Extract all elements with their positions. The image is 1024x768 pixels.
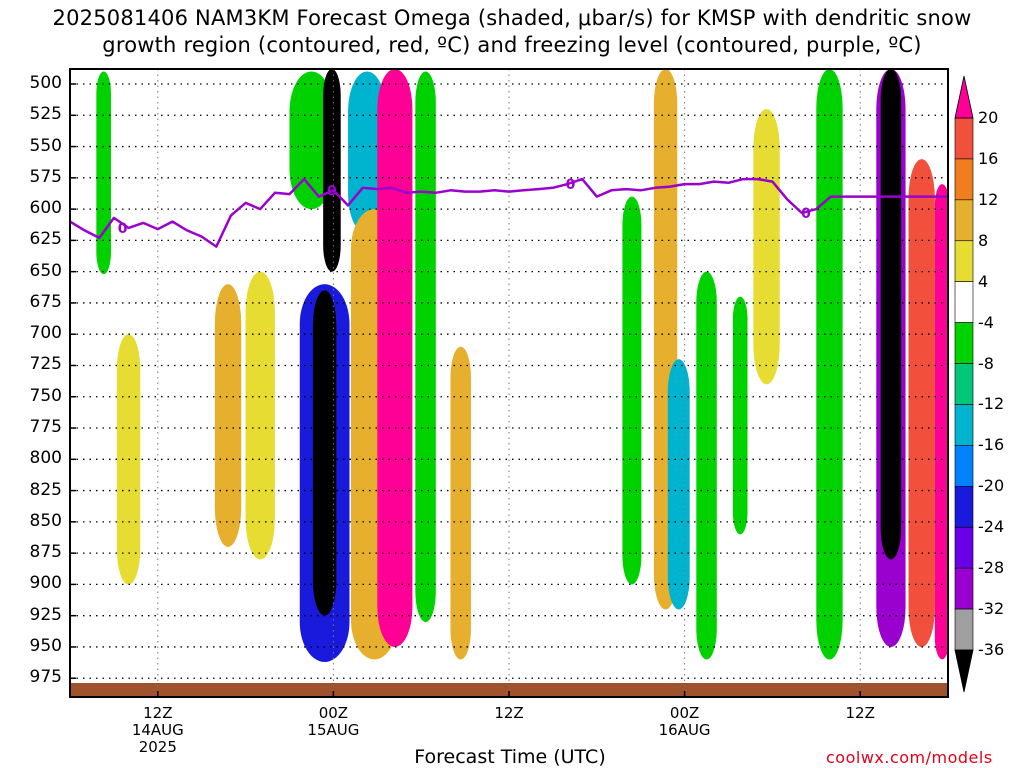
y-tick-label: 725 bbox=[29, 354, 62, 375]
y-tick-label: 750 bbox=[29, 385, 62, 406]
colorbar-top-arrow bbox=[954, 75, 974, 119]
x-tick-label: 12Z bbox=[494, 704, 524, 722]
x-tick-label: 12Z bbox=[143, 704, 173, 722]
omega-field bbox=[214, 284, 242, 547]
omega-field bbox=[622, 196, 642, 585]
omega-field bbox=[934, 184, 948, 660]
freezing-level-line bbox=[69, 177, 948, 248]
y-tick-label: 500 bbox=[29, 73, 62, 93]
omega-field bbox=[312, 290, 337, 616]
colorbar-segment bbox=[954, 199, 974, 242]
colorbar-segment bbox=[954, 608, 974, 651]
y-tick-label: 800 bbox=[29, 448, 62, 469]
omega-field bbox=[753, 109, 780, 385]
x-tick-label: 12Z bbox=[845, 704, 875, 722]
colorbar-segment bbox=[954, 322, 974, 364]
colorbar-segment bbox=[954, 363, 974, 405]
omega-field bbox=[732, 296, 748, 535]
y-tick-label: 975 bbox=[29, 667, 62, 688]
colorbar-label: -12 bbox=[978, 394, 1005, 414]
freezing-level-label: 0 bbox=[566, 177, 576, 193]
y-tick-label: 600 bbox=[29, 198, 62, 219]
colorbar-label: -24 bbox=[978, 517, 1005, 537]
colorbar-segment bbox=[954, 117, 974, 160]
y-tick-label: 675 bbox=[29, 291, 62, 312]
x-tick-label: 14AUG bbox=[131, 721, 184, 739]
colorbar-label: -36 bbox=[978, 640, 1005, 659]
omega-field bbox=[245, 271, 275, 560]
omega-field bbox=[96, 71, 111, 275]
y-tick-label: 650 bbox=[29, 260, 62, 281]
y-tick-label: 625 bbox=[29, 229, 62, 250]
y-tick-label: 825 bbox=[29, 479, 62, 500]
y-tick-label: 900 bbox=[29, 573, 62, 594]
omega-field bbox=[880, 69, 902, 560]
colorbar-label: 20 bbox=[978, 108, 999, 127]
x-axis-title: Forecast Time (UTC) bbox=[414, 746, 606, 768]
freezing-level-label: 0 bbox=[801, 206, 811, 222]
colorbar-label: -16 bbox=[978, 435, 1005, 455]
y-tick-label: 575 bbox=[29, 166, 62, 187]
omega-field bbox=[816, 69, 843, 660]
omega-field bbox=[415, 71, 436, 622]
y-tick-label: 700 bbox=[29, 323, 62, 344]
colorbar-label: -28 bbox=[978, 558, 1005, 578]
omega-field bbox=[377, 69, 413, 647]
plot-frame bbox=[69, 68, 949, 698]
colorbar-segment bbox=[954, 526, 974, 569]
colorbar-label: 16 bbox=[978, 148, 999, 168]
colorbar-segment bbox=[954, 240, 974, 282]
y-tick-label: 950 bbox=[29, 635, 62, 656]
omega-field bbox=[323, 69, 341, 272]
y-tick-label: 775 bbox=[29, 417, 62, 438]
omega-field bbox=[696, 271, 717, 660]
colorbar-segment bbox=[954, 158, 974, 201]
y-tick-label: 875 bbox=[29, 542, 62, 563]
y-tick-label: 850 bbox=[29, 510, 62, 531]
colorbar-segment bbox=[954, 486, 974, 528]
colorbar-bottom-arrow bbox=[954, 649, 974, 693]
colorbar-label: -4 bbox=[978, 312, 994, 332]
omega-field bbox=[450, 346, 471, 660]
y-tick-label: 550 bbox=[29, 135, 62, 156]
colorbar-label: -20 bbox=[978, 476, 1005, 496]
colorbar-segment bbox=[954, 445, 974, 487]
terrain-strip bbox=[70, 683, 948, 696]
x-tick-label: 00Z bbox=[669, 704, 700, 722]
y-tick-label: 525 bbox=[29, 104, 62, 125]
colorbar-label: -32 bbox=[978, 599, 1005, 619]
colorbar-label: 8 bbox=[978, 230, 989, 250]
freezing-level-label: 0 bbox=[327, 183, 337, 199]
colorbar-label: 12 bbox=[978, 189, 999, 209]
omega-field bbox=[908, 159, 935, 647]
omega-field bbox=[667, 359, 690, 610]
x-tick-label: 00Z bbox=[318, 704, 349, 722]
colorbar-label: -8 bbox=[978, 353, 994, 373]
source-credit[interactable]: coolwx.com/models bbox=[826, 748, 993, 767]
y-tick-label: 925 bbox=[29, 604, 62, 625]
x-tick-label: 15AUG bbox=[307, 721, 360, 739]
colorbar-label: 4 bbox=[978, 271, 989, 291]
colorbar-segment bbox=[954, 404, 974, 446]
chart-title: 2025081406 NAM3KM Forecast Omega (shaded… bbox=[52, 6, 972, 30]
chart-subtitle: growth region (contoured, red, ºC) and f… bbox=[102, 33, 922, 57]
colorbar-segment bbox=[954, 567, 974, 610]
x-tick-label: 2025 bbox=[138, 738, 177, 756]
x-tick-label: 16AUG bbox=[658, 721, 711, 739]
omega-field bbox=[289, 71, 334, 210]
colorbar-segment bbox=[954, 281, 974, 323]
freezing-level-label: 0 bbox=[118, 221, 128, 237]
